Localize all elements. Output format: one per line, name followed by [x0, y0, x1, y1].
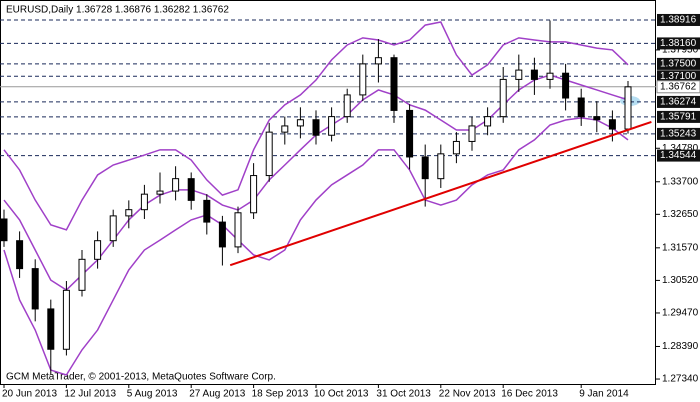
level-box: 1.35791: [657, 110, 700, 123]
candle-body: [172, 178, 180, 192]
x-tick-label: 16 Dec 2013: [501, 389, 558, 400]
candle-body: [530, 69, 538, 80]
x-tick-label: 5 Aug 2013: [127, 389, 178, 400]
candle-body: [78, 258, 86, 291]
candle-body: [437, 153, 445, 180]
candle-body: [62, 289, 70, 350]
level-box-bg: [657, 13, 700, 26]
level-label: 1.37100: [660, 71, 697, 82]
candle-body: [218, 221, 226, 248]
candle-body: [156, 190, 164, 195]
level-box-bg: [657, 57, 700, 70]
candle-body: [593, 116, 601, 121]
level-box: 1.35243: [657, 127, 700, 140]
candle-body: [312, 119, 320, 136]
candle-body: [374, 57, 382, 65]
y-tick-label: 1.34780: [662, 143, 699, 154]
current-box-bg: [656, 80, 700, 94]
level-box: 1.34544: [657, 149, 700, 162]
level-box-bg: [657, 110, 700, 123]
candle-body: [359, 63, 367, 96]
candle-body: [140, 193, 148, 211]
candle-body: [452, 140, 460, 155]
x-tick-label: 31 Oct 2013: [376, 389, 431, 400]
chart-title: EURUSD,Daily 1.36728 1.36876 1.36282 1.3…: [6, 5, 229, 16]
level-label: 1.34544: [660, 150, 697, 161]
candle-body: [0, 218, 8, 242]
copyright: GCM MetaTrader, © 2001-2013, MetaQuotes …: [6, 372, 276, 383]
candle-body: [265, 131, 273, 177]
y-tick-label: 1.28390: [662, 341, 699, 352]
band-upper: [3, 21, 629, 231]
y-tick-label: 1.31570: [662, 242, 699, 253]
candle-body: [624, 86, 632, 130]
candle-body: [94, 240, 102, 260]
candle-body: [296, 119, 304, 127]
level-box: 1.36274: [657, 95, 700, 108]
candle-body: [499, 78, 507, 118]
x-tick-label: 12 Jul 2013: [64, 389, 116, 400]
candle-body: [515, 69, 523, 80]
candle-body: [31, 268, 39, 310]
level-label: 1.37500: [660, 59, 697, 70]
y-tick-label: 1.30520: [662, 275, 699, 286]
level-label: 1.38160: [660, 38, 697, 49]
candle-body: [608, 119, 616, 130]
candle-body: [577, 97, 585, 118]
level-box-bg: [657, 127, 700, 140]
candle-body: [125, 209, 133, 217]
candle-body: [250, 175, 258, 214]
candle-body: [406, 109, 414, 158]
y-tick-label: 1.33700: [662, 176, 699, 187]
candle-body: [47, 308, 55, 350]
x-tick-label: 18 Sep 2013: [252, 389, 309, 400]
candle-body: [16, 240, 24, 270]
candle-body: [203, 199, 211, 223]
x-tick-label: 22 Nov 2013: [439, 389, 496, 400]
candle-body: [328, 116, 336, 136]
level-label: 1.36274: [660, 97, 697, 108]
candle-body: [468, 125, 476, 142]
candle-body: [234, 212, 242, 248]
level-box: 1.38160: [657, 37, 700, 50]
trendline: [229, 120, 652, 267]
y-tick-label: 1.29470: [662, 308, 699, 319]
current-label: 1.36762: [660, 81, 697, 92]
level-label: 1.38916: [660, 15, 697, 26]
y-tick-label: 1.27340: [662, 374, 699, 385]
candle-body: [187, 178, 195, 201]
level-label: 1.35243: [660, 129, 697, 140]
level-box: 1.37100: [657, 70, 700, 83]
level-label: 1.35791: [660, 112, 697, 123]
candle-body: [109, 215, 117, 242]
x-tick-label: 20 Jun 2013: [2, 389, 57, 400]
x-tick-label: 10 Oct 2013: [314, 389, 369, 400]
x-tick-label: 27 Aug 2013: [189, 389, 246, 400]
level-box-bg: [657, 70, 700, 83]
candle-body: [281, 125, 289, 133]
level-box-bg: [657, 95, 700, 108]
y-tick-label: 1.32650: [662, 209, 699, 220]
x-tick-label: 9 Jan 2014: [579, 389, 629, 400]
candle-body: [343, 94, 351, 118]
candle-body: [484, 116, 492, 127]
level-box-bg: [657, 149, 700, 162]
candle-body: [546, 72, 554, 80]
candle-body: [421, 156, 429, 180]
band-lower: [3, 117, 629, 376]
y-tick-label: 1.37950: [662, 45, 699, 56]
candle-body: [562, 72, 570, 99]
level-box: 1.37500: [657, 57, 700, 70]
level-box-bg: [657, 37, 700, 50]
level-box: 1.38916: [657, 13, 700, 26]
candle-body: [390, 57, 398, 111]
